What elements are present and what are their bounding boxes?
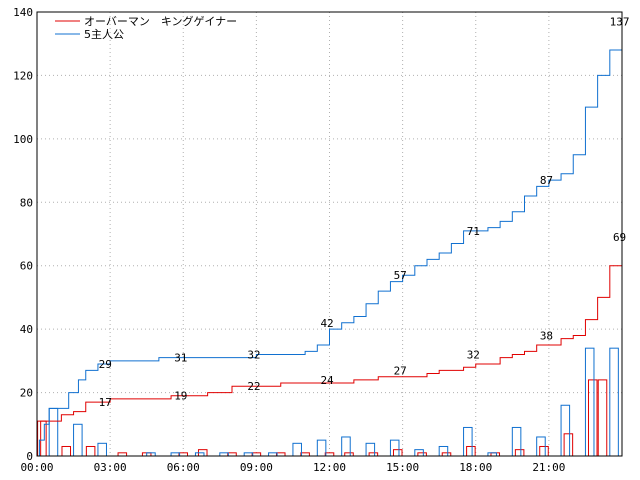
data-label: 137 — [610, 16, 630, 29]
lines-layer — [37, 21, 623, 457]
data-label: 19 — [174, 390, 187, 403]
y-tick-label: 100 — [13, 133, 33, 146]
data-label: 24 — [320, 374, 334, 387]
y-tick-label: 120 — [13, 69, 33, 82]
data-label: 87 — [540, 174, 553, 187]
data-label: 69 — [613, 231, 626, 244]
axes-layer: 0 20 40 60 80 100 120 140 00:00 03:00 06:00 09:00 12… — [13, 6, 623, 474]
bar-series-2 — [389, 439, 400, 457]
data-label: 57 — [394, 269, 407, 282]
legend: オーバーマン キングゲイナー 5主人公 — [55, 14, 237, 41]
bar-series-2 — [438, 445, 449, 457]
bar-series-2 — [48, 407, 59, 457]
series-line-1 — [37, 237, 623, 457]
grid-layer — [37, 11, 622, 456]
bar-series-2 — [73, 423, 83, 457]
y-tick-label: 40 — [20, 323, 33, 336]
bar-series-2 — [316, 439, 327, 457]
bar-series-1 — [392, 449, 403, 457]
x-tick-label: 12:00 — [313, 461, 346, 474]
bar-series-2 — [292, 442, 302, 457]
bar-series-2 — [365, 442, 376, 457]
data-label: 71 — [467, 225, 480, 238]
data-label: 31 — [174, 352, 187, 365]
bar-series-2 — [560, 404, 571, 457]
bar-series-1 — [61, 445, 72, 457]
bar-series-2 — [463, 426, 473, 457]
y-tick-label: 140 — [13, 6, 33, 19]
x-tick-label: 18:00 — [459, 461, 492, 474]
data-label: 29 — [99, 358, 112, 371]
bar-series-2 — [584, 347, 595, 457]
y-tick-label: 0 — [26, 450, 33, 463]
bars-layer — [37, 347, 619, 457]
data-label: 42 — [320, 317, 333, 330]
bar-series-1 — [85, 445, 96, 457]
data-label: 17 — [99, 396, 112, 409]
bar-series-2 — [511, 426, 522, 457]
data-label: 38 — [540, 329, 553, 342]
bar-series-2 — [609, 347, 619, 457]
x-tick-label: 15:00 — [386, 461, 419, 474]
plot-frame — [36, 11, 623, 457]
data-label: 22 — [247, 380, 260, 393]
bar-series-1 — [587, 379, 598, 457]
bar-series-1 — [466, 445, 476, 457]
x-tick-label: 06:00 — [167, 461, 200, 474]
legend-label-series-1: オーバーマン キングゲイナー — [84, 14, 237, 28]
bar-series-1 — [539, 445, 549, 457]
data-labels-layer: 29 31 32 42 57 71 87 137 17 19 22 24 27 32 38 69 — [99, 16, 630, 410]
data-label: 32 — [467, 349, 480, 362]
data-label: 27 — [394, 364, 407, 377]
series-line-2 — [37, 21, 623, 457]
data-label: 32 — [247, 349, 260, 362]
bar-series-1 — [514, 449, 525, 457]
x-tick-label: 09:00 — [240, 461, 273, 474]
x-tick-label: 21:00 — [532, 461, 565, 474]
legend-label-series-2: 5主人公 — [84, 28, 124, 41]
y-tick-label: 20 — [20, 387, 33, 400]
bar-series-1 — [597, 379, 608, 457]
bar-series-2 — [97, 442, 107, 457]
bar-series-1 — [37, 420, 47, 457]
y-tick-label: 80 — [20, 196, 33, 209]
x-tick-label: 00:00 — [20, 461, 53, 474]
x-tick-label: 03:00 — [94, 461, 127, 474]
y-tick-label: 60 — [20, 260, 33, 273]
bar-series-1 — [563, 433, 574, 457]
